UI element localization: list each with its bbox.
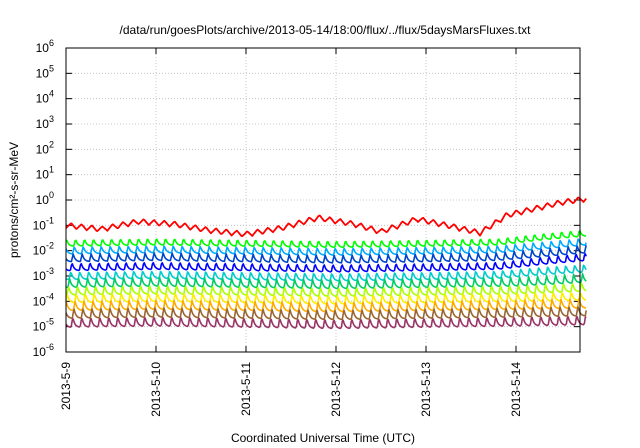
series-layer bbox=[65, 196, 587, 330]
series-line bbox=[65, 264, 587, 282]
y-tick-label: 104 bbox=[36, 89, 54, 106]
plot-border bbox=[65, 47, 581, 353]
x-tick-label: 2013-5-9 bbox=[59, 362, 73, 410]
series-line bbox=[65, 282, 587, 298]
y-tick-label: 103 bbox=[36, 114, 54, 131]
y-tick-label: 10-4 bbox=[33, 291, 54, 308]
x-axis-label: Coordinated Universal Time (UTC) bbox=[231, 431, 415, 445]
series-line bbox=[65, 245, 587, 264]
series-line bbox=[65, 273, 587, 290]
x-tick-label: 2013-5-11 bbox=[239, 362, 253, 416]
x-tick-label: 2013-5-14 bbox=[509, 362, 523, 417]
series-line bbox=[65, 316, 587, 330]
series-line bbox=[65, 196, 587, 237]
series-line bbox=[65, 253, 587, 273]
series-line bbox=[65, 306, 587, 321]
x-tick-label: 2013-5-13 bbox=[419, 362, 433, 417]
y-tick-label: 100 bbox=[36, 190, 54, 207]
series-line bbox=[65, 298, 587, 313]
y-tick-label: 10-3 bbox=[33, 266, 54, 283]
series-line bbox=[65, 230, 587, 249]
y-tick-label: 10-6 bbox=[33, 342, 54, 359]
x-tick-labels: 2013-5-9 2013-5-10 2013-5-11 2013-5-12 2013-… bbox=[59, 362, 523, 417]
y-tick-label: 105 bbox=[36, 63, 54, 80]
y-tick-label: 10-1 bbox=[33, 215, 54, 232]
y-tick-label: 10-5 bbox=[33, 317, 54, 334]
chart-title: /data/run/goesPlots/archive/2013-05-14/1… bbox=[120, 23, 532, 37]
grid bbox=[65, 47, 580, 353]
y-axis-label: protons/cm²-s-sr-MeV bbox=[7, 142, 21, 258]
y-tick-labels: 10-6 10-5 10-4 10-3 10-2 10-1 100 101 102 103 104 1… bbox=[33, 38, 54, 359]
series-line bbox=[65, 238, 587, 256]
y-tick-label: 106 bbox=[36, 38, 54, 55]
x-tick-label: 2013-5-10 bbox=[149, 362, 163, 417]
y-tick-label: 101 bbox=[36, 165, 54, 182]
x-tick-label: 2013-5-12 bbox=[329, 362, 343, 417]
y-tick-label: 102 bbox=[36, 139, 54, 156]
y-tick-label: 10-2 bbox=[33, 241, 54, 258]
